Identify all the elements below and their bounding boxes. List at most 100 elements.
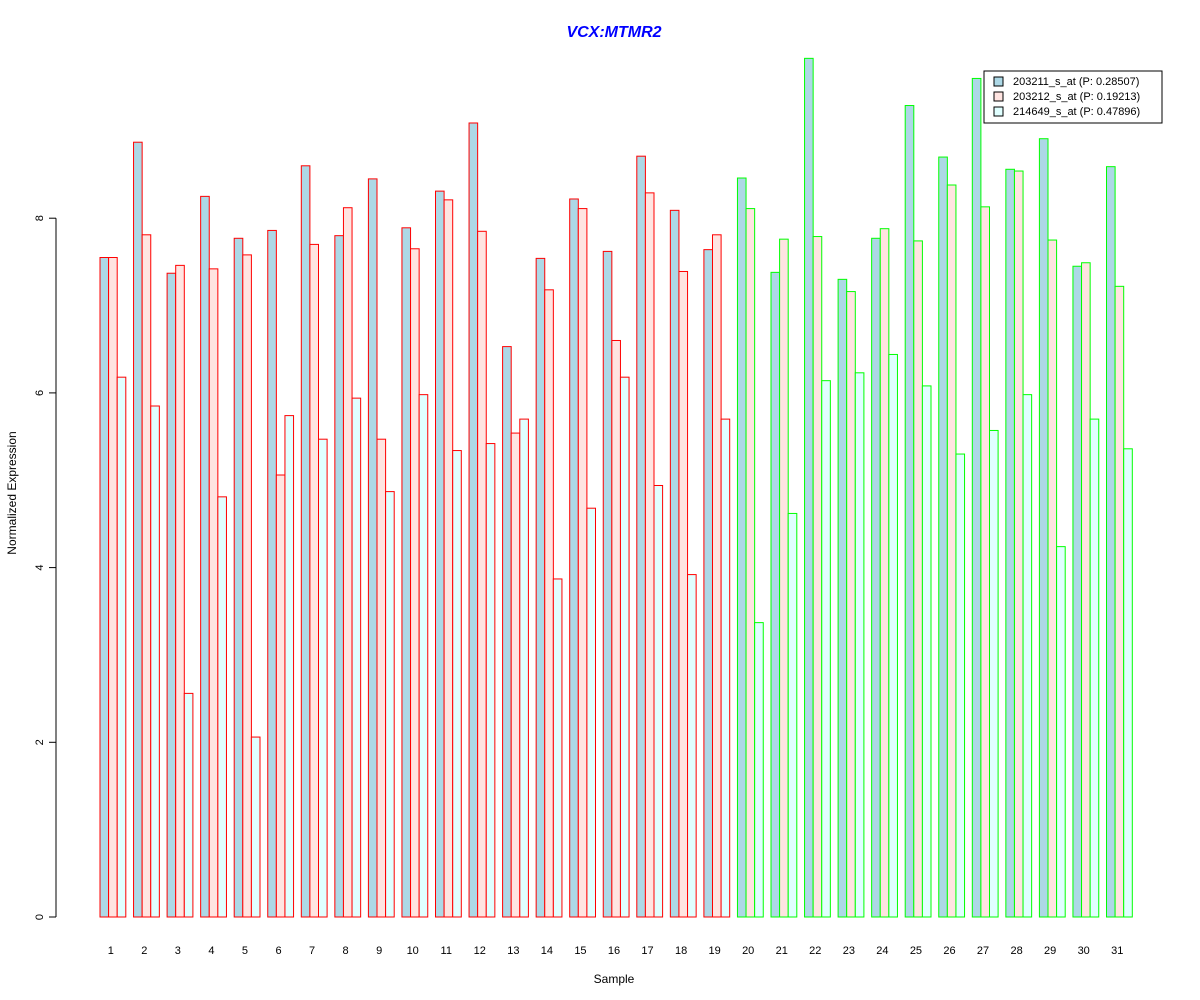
bar-sample-26-series-2	[946, 184, 957, 918]
x-tick-label: 8	[343, 945, 349, 957]
x-tick-label: 18	[675, 945, 687, 957]
legend-entry-label: 214649_s_at (P: 0.47896)	[1013, 106, 1140, 118]
legend: 203211_s_at (P: 0.28507) 203212_s_at (P: …	[983, 70, 1163, 124]
x-tick-label: 6	[275, 945, 281, 957]
y-tick-label: 4	[34, 565, 46, 571]
bar-sample-9-series-1	[367, 178, 378, 918]
bar-sample-17-series-3	[653, 484, 664, 918]
bar-sample-9-series-3	[385, 491, 395, 918]
bar-sample-31-series-1	[1106, 166, 1116, 918]
x-tick-label: 11	[441, 945, 452, 957]
bar-sample-14-series-1	[535, 257, 546, 918]
x-tick-label: 16	[608, 945, 620, 957]
x-tick-label: 23	[843, 945, 855, 957]
bar-sample-19-series-2	[712, 234, 722, 918]
x-tick-label: 29	[1044, 945, 1056, 957]
y-tick-label: 0	[34, 914, 46, 920]
x-tick-label: 26	[943, 945, 955, 957]
bar-sample-1-series-2	[108, 257, 118, 918]
x-tick-label: 4	[208, 945, 214, 957]
bar-sample-22-series-3	[821, 380, 831, 918]
x-tick-label: 21	[776, 945, 788, 957]
y-axis-label: Normalized Expression	[5, 431, 19, 554]
y-tick-label: 6	[34, 390, 46, 396]
bar-sample-27-series-2	[980, 206, 991, 918]
y-tick-label: 2	[34, 739, 46, 745]
bar-sample-23-series-1	[837, 278, 848, 918]
bar-sample-19-series-1	[703, 249, 714, 918]
bar-sample-8-series-2	[342, 207, 353, 918]
bar-sample-7-series-1	[300, 165, 311, 918]
x-tick-label: 7	[309, 945, 315, 957]
bar-sample-11-series-3	[452, 450, 462, 918]
bar-sample-31-series-2	[1114, 285, 1125, 918]
bar-sample-22-series-1	[804, 57, 814, 918]
bar-sample-3-series-1	[166, 272, 177, 918]
legend-swatch	[993, 91, 1004, 102]
bar-sample-16-series-3	[619, 376, 630, 918]
x-tick-label: 15	[574, 945, 586, 957]
bar-sample-14-series-3	[552, 578, 563, 918]
bar-sample-4-series-2	[208, 268, 219, 918]
bar-sample-4-series-1	[200, 195, 210, 918]
bars	[99, 57, 1133, 918]
bar-sample-30-series-1	[1072, 265, 1083, 918]
bar-sample-9-series-2	[376, 438, 387, 918]
bar-sample-13-series-3	[519, 418, 529, 918]
x-tick-label: 25	[910, 945, 922, 957]
bar-sample-1-series-1	[99, 257, 110, 918]
bar-sample-8-series-1	[334, 235, 344, 918]
bar-sample-10-series-3	[418, 394, 429, 918]
bar-sample-27-series-1	[971, 77, 982, 918]
bar-sample-26-series-3	[955, 453, 966, 918]
bar-sample-6-series-2	[275, 474, 286, 918]
x-tick-label: 30	[1078, 945, 1090, 957]
bar-sample-3-series-2	[175, 264, 185, 918]
x-tick-label: 13	[507, 945, 519, 957]
bar-sample-27-series-3	[989, 429, 999, 918]
bar-sample-28-series-1	[1005, 168, 1015, 918]
bar-sample-10-series-1	[401, 227, 412, 918]
bar-sample-10-series-2	[410, 248, 420, 918]
bar-sample-12-series-1	[468, 122, 479, 918]
bar-sample-13-series-1	[502, 346, 512, 918]
y-tick-label: 8	[34, 215, 46, 221]
bar-sample-5-series-2	[242, 254, 252, 918]
bar-sample-26-series-1	[938, 156, 948, 918]
bar-sample-16-series-1	[602, 250, 613, 918]
bar-sample-2-series-3	[150, 405, 160, 918]
bar-sample-28-series-2	[1013, 170, 1024, 918]
bar-sample-25-series-2	[913, 240, 923, 918]
x-tick-label: 24	[876, 945, 888, 957]
bar-sample-29-series-1	[1038, 138, 1049, 918]
bar-sample-20-series-1	[736, 177, 747, 918]
bar-sample-7-series-3	[318, 438, 328, 918]
legend-entry-label: 203212_s_at (P: 0.19213)	[1013, 91, 1140, 103]
bar-sample-6-series-3	[284, 415, 295, 918]
bar-sample-21-series-1	[770, 271, 781, 918]
legend-box	[983, 70, 1163, 124]
x-tick-label: 28	[1010, 945, 1022, 957]
x-tick-label: 5	[242, 945, 248, 957]
x-tick-label: 3	[175, 945, 181, 957]
x-tick-label: 10	[407, 945, 419, 957]
bar-sample-25-series-1	[904, 105, 915, 918]
bar-sample-24-series-2	[879, 228, 890, 918]
bar-sample-11-series-2	[443, 199, 454, 918]
bar-sample-5-series-3	[250, 736, 261, 918]
bar-sample-20-series-3	[754, 622, 764, 918]
y-axis: 0 2 4 6 8	[34, 215, 57, 920]
bar-sample-15-series-2	[577, 208, 588, 918]
bar-sample-21-series-3	[787, 512, 798, 918]
bar-sample-14-series-2	[544, 289, 554, 918]
bar-sample-3-series-3	[183, 692, 194, 918]
bar-sample-17-series-2	[644, 192, 655, 918]
bar-sample-7-series-2	[309, 243, 319, 918]
bar-sample-11-series-1	[435, 190, 445, 918]
x-tick-label: 22	[809, 945, 821, 957]
bar-sample-5-series-1	[233, 237, 244, 918]
x-tick-label: 31	[1111, 945, 1123, 957]
bar-sample-8-series-3	[351, 397, 362, 918]
bar-sample-18-series-2	[678, 270, 689, 918]
